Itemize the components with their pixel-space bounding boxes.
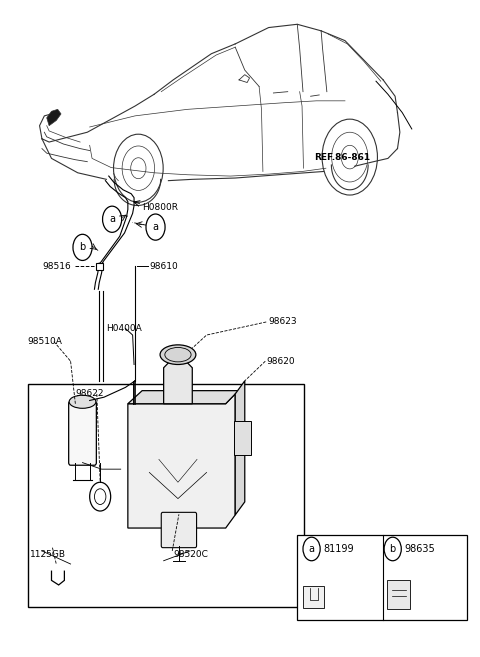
Polygon shape (128, 391, 240, 404)
Text: b: b (79, 242, 85, 252)
Text: 98623: 98623 (269, 317, 297, 327)
Text: a: a (109, 214, 115, 224)
FancyBboxPatch shape (161, 512, 197, 548)
FancyBboxPatch shape (387, 580, 410, 609)
FancyBboxPatch shape (234, 421, 251, 455)
FancyBboxPatch shape (297, 535, 467, 620)
FancyBboxPatch shape (96, 263, 103, 269)
Text: 98610: 98610 (149, 262, 178, 271)
Text: 98635: 98635 (405, 544, 435, 554)
Text: 98520C: 98520C (173, 550, 208, 558)
Text: 98620: 98620 (266, 357, 295, 366)
Text: H0400A: H0400A (107, 324, 142, 333)
Text: 98622: 98622 (75, 390, 104, 398)
Polygon shape (235, 381, 245, 515)
Text: 1125GB: 1125GB (30, 550, 66, 558)
Text: 98516: 98516 (42, 262, 71, 271)
Text: 98510A: 98510A (28, 337, 62, 346)
Ellipse shape (160, 345, 196, 365)
Text: a: a (153, 222, 158, 232)
FancyBboxPatch shape (69, 401, 96, 465)
FancyBboxPatch shape (303, 585, 324, 608)
Text: H0800R: H0800R (142, 203, 178, 212)
Polygon shape (128, 394, 235, 528)
Polygon shape (164, 358, 192, 404)
Ellipse shape (69, 396, 96, 408)
Text: a: a (309, 544, 314, 554)
Text: 81199: 81199 (324, 544, 354, 554)
Polygon shape (47, 109, 61, 125)
Text: REF.86-861: REF.86-861 (314, 152, 370, 162)
Text: b: b (390, 544, 396, 554)
FancyBboxPatch shape (28, 384, 304, 606)
